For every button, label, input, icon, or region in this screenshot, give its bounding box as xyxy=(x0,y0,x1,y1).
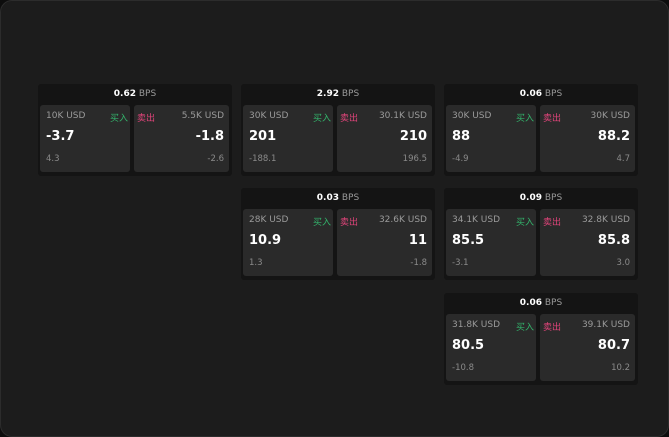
spread-unit: BPS xyxy=(138,89,157,99)
bid-change: -10.8 xyxy=(452,363,474,373)
quote-card: 0.62 BPS 10K USD 买入 -3.7 4.3 卖出 5.5K USD… xyxy=(38,84,232,176)
bid-size: 10K USD xyxy=(46,111,86,121)
buy-panel[interactable]: 30K USD 买入 201 -188.1 xyxy=(243,105,333,172)
ask-price: 80.7 xyxy=(597,338,630,353)
ask-change: 4.7 xyxy=(616,154,630,164)
sell-label: 卖出 xyxy=(340,114,359,124)
buy-label: 买入 xyxy=(312,218,331,228)
spread-unit: BPS xyxy=(544,193,563,203)
bid-size: 30K USD xyxy=(452,111,492,121)
bid-price: 201 xyxy=(249,129,277,144)
ask-price: 85.8 xyxy=(597,233,630,248)
spread-value: 0.09 xyxy=(519,193,542,203)
ask-change: 3.0 xyxy=(616,258,630,268)
bid-size: 30K USD xyxy=(249,111,289,121)
spread-header: 0.09 BPS xyxy=(444,188,638,208)
ask-size: 39.1K USD xyxy=(581,320,630,330)
buy-panel[interactable]: 30K USD 买入 88 -4.9 xyxy=(446,105,536,172)
sell-panel[interactable]: 卖出 5.5K USD -1.8 -2.6 xyxy=(134,105,229,172)
buy-label: 买入 xyxy=(312,114,331,124)
spread-header: 0.03 BPS xyxy=(241,188,435,208)
buy-panel[interactable]: 31.8K USD 买入 80.5 -10.8 xyxy=(446,314,536,381)
ask-size: 30K USD xyxy=(590,111,630,121)
buy-label: 买入 xyxy=(109,114,128,124)
bid-change: -4.9 xyxy=(452,154,469,164)
spread-unit: BPS xyxy=(544,298,563,308)
buy-panel[interactable]: 34.1K USD 买入 85.5 -3.1 xyxy=(446,209,536,276)
ask-price: -1.8 xyxy=(195,129,224,144)
ask-size: 32.8K USD xyxy=(581,215,630,225)
ask-size: 30.1K USD xyxy=(378,111,427,121)
quote-card: 0.09 BPS 34.1K USD 买入 85.5 -3.1 卖出 32.8K… xyxy=(444,188,638,280)
sell-panel[interactable]: 卖出 30K USD 88.2 4.7 xyxy=(540,105,635,172)
sell-panel[interactable]: 卖出 39.1K USD 80.7 10.2 xyxy=(540,314,635,381)
ask-price: 11 xyxy=(408,233,427,248)
spread-value: 0.06 xyxy=(519,89,542,99)
ask-price: 210 xyxy=(399,129,427,144)
bid-change: 4.3 xyxy=(46,154,60,164)
bid-price: 88 xyxy=(452,129,471,144)
buy-label: 买入 xyxy=(515,114,534,124)
sell-label: 卖出 xyxy=(543,114,562,124)
spread-header: 2.92 BPS xyxy=(241,84,435,104)
spread-header: 0.06 BPS xyxy=(444,84,638,104)
bid-change: -188.1 xyxy=(249,154,277,164)
quote-card: 2.92 BPS 30K USD 买入 201 -188.1 卖出 30.1K … xyxy=(241,84,435,176)
ask-size: 32.6K USD xyxy=(378,215,427,225)
spread-header: 0.62 BPS xyxy=(38,84,232,104)
ask-price: 88.2 xyxy=(597,129,630,144)
bid-change: 1.3 xyxy=(249,258,263,268)
bid-size: 31.8K USD xyxy=(452,320,501,330)
ask-change: 196.5 xyxy=(402,154,427,164)
ask-size: 5.5K USD xyxy=(181,111,224,121)
bid-price: -3.7 xyxy=(46,129,75,144)
sell-panel[interactable]: 卖出 30.1K USD 210 196.5 xyxy=(337,105,432,172)
spread-unit: BPS xyxy=(544,89,563,99)
buy-label: 买入 xyxy=(515,218,534,228)
bid-price: 85.5 xyxy=(452,233,485,248)
buy-panel[interactable]: 10K USD 买入 -3.7 4.3 xyxy=(40,105,130,172)
bid-change: -3.1 xyxy=(452,258,469,268)
buy-label: 买入 xyxy=(515,323,534,333)
sell-label: 卖出 xyxy=(543,323,562,333)
sell-label: 卖出 xyxy=(340,218,359,228)
spread-value: 2.92 xyxy=(316,89,339,99)
quote-card: 0.06 BPS 31.8K USD 买入 80.5 -10.8 卖出 39.1… xyxy=(444,293,638,385)
sell-panel[interactable]: 卖出 32.6K USD 11 -1.8 xyxy=(337,209,432,276)
bid-price: 10.9 xyxy=(249,233,282,248)
sell-panel[interactable]: 卖出 32.8K USD 85.8 3.0 xyxy=(540,209,635,276)
bid-size: 34.1K USD xyxy=(452,215,501,225)
spread-value: 0.06 xyxy=(519,298,542,308)
spread-unit: BPS xyxy=(341,89,360,99)
buy-panel[interactable]: 28K USD 买入 10.9 1.3 xyxy=(243,209,333,276)
ask-change: -1.8 xyxy=(410,258,427,268)
ask-change: 10.2 xyxy=(611,363,630,373)
spread-value: 0.03 xyxy=(316,193,339,203)
sell-label: 卖出 xyxy=(543,218,562,228)
quote-card: 0.06 BPS 30K USD 买入 88 -4.9 卖出 30K USD 8… xyxy=(444,84,638,176)
ask-change: -2.6 xyxy=(207,154,224,164)
quote-card: 0.03 BPS 28K USD 买入 10.9 1.3 卖出 32.6K US… xyxy=(241,188,435,280)
spread-value: 0.62 xyxy=(113,89,136,99)
spread-unit: BPS xyxy=(341,193,360,203)
bid-price: 80.5 xyxy=(452,338,485,353)
sell-label: 卖出 xyxy=(137,114,156,124)
bid-size: 28K USD xyxy=(249,215,289,225)
spread-header: 0.06 BPS xyxy=(444,293,638,313)
